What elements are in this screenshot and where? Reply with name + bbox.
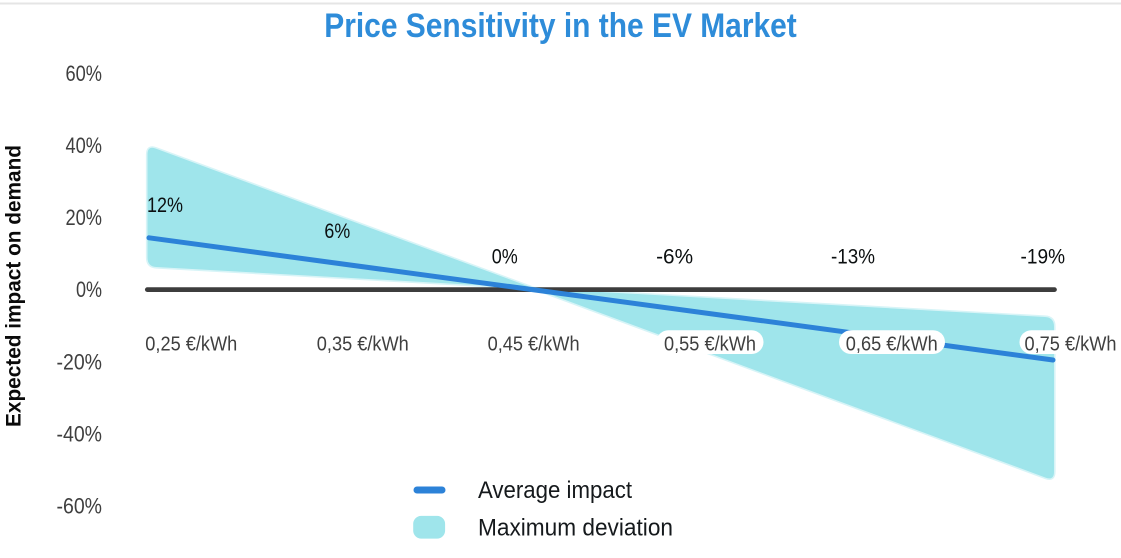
- svg-text:Average impact: Average impact: [478, 477, 632, 504]
- svg-text:-20%: -20%: [57, 350, 103, 375]
- svg-text:0,55 €/kWh: 0,55 €/kWh: [664, 333, 756, 355]
- svg-text:20%: 20%: [66, 205, 103, 230]
- svg-text:40%: 40%: [66, 133, 103, 158]
- svg-text:6%: 6%: [324, 220, 350, 243]
- svg-text:0,35 €/kWh: 0,35 €/kWh: [317, 333, 409, 355]
- svg-text:Price Sensitivity in the EV Ma: Price Sensitivity in the EV Market: [324, 7, 797, 45]
- svg-text:0,65 €/kWh: 0,65 €/kWh: [846, 333, 938, 355]
- svg-text:0%: 0%: [76, 277, 102, 302]
- svg-text:0,25 €/kWh: 0,25 €/kWh: [145, 333, 237, 355]
- svg-text:-6%: -6%: [656, 246, 693, 269]
- svg-text:-19%: -19%: [1021, 245, 1066, 268]
- svg-text:60%: 60%: [66, 61, 103, 86]
- svg-text:-13%: -13%: [831, 246, 875, 269]
- svg-text:-60%: -60%: [57, 494, 103, 519]
- svg-text:0,45 €/kWh: 0,45 €/kWh: [488, 333, 580, 355]
- svg-text:0,75 €/kWh: 0,75 €/kWh: [1025, 333, 1117, 355]
- svg-text:-40%: -40%: [57, 422, 103, 447]
- svg-text:0%: 0%: [492, 246, 518, 269]
- svg-text:Expected impact on demand: Expected impact on demand: [3, 145, 26, 427]
- svg-text:12%: 12%: [147, 194, 183, 217]
- svg-text:Maximum deviation: Maximum deviation: [478, 515, 673, 542]
